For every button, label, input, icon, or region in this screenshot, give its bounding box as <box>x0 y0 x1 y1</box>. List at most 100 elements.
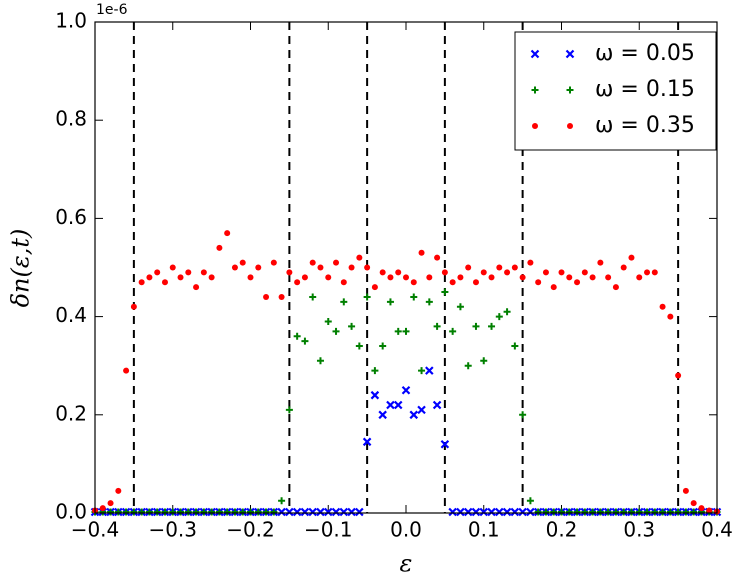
point <box>99 505 106 512</box>
point <box>386 298 394 306</box>
point <box>215 508 223 516</box>
point <box>487 507 496 517</box>
point <box>566 274 573 281</box>
point <box>402 327 410 335</box>
point <box>386 400 395 410</box>
point <box>224 230 231 237</box>
point <box>145 508 153 516</box>
point <box>146 274 153 281</box>
legend-marker <box>530 49 540 59</box>
point <box>200 269 207 276</box>
point <box>317 264 324 271</box>
point <box>440 439 450 449</box>
legend: ω = 0.05 ω = 0.15 ω = 0.35 <box>514 31 717 151</box>
point <box>177 274 184 281</box>
point <box>130 303 137 310</box>
point <box>472 279 479 286</box>
point <box>534 508 542 516</box>
x-tick-label: 0.2 <box>546 518 578 542</box>
point <box>409 410 419 420</box>
point <box>526 497 534 505</box>
point <box>169 264 176 271</box>
point <box>285 406 293 414</box>
point <box>612 284 619 291</box>
point <box>425 366 434 375</box>
point <box>323 507 333 517</box>
point <box>378 410 387 420</box>
point <box>417 405 426 415</box>
point <box>558 508 565 516</box>
point <box>471 507 481 517</box>
point <box>620 508 628 516</box>
point <box>169 508 177 516</box>
point <box>426 274 433 281</box>
point <box>643 508 651 516</box>
point <box>550 284 557 291</box>
point <box>185 269 192 276</box>
point <box>667 313 674 320</box>
point <box>324 318 332 326</box>
point <box>659 508 667 516</box>
point <box>300 507 310 517</box>
x-axis-label: ε <box>400 550 413 575</box>
point <box>123 367 130 374</box>
point <box>401 385 411 395</box>
point <box>441 269 448 276</box>
point <box>502 507 512 517</box>
y-tick-label: 0.2 <box>55 401 87 425</box>
point <box>596 508 604 516</box>
point <box>651 508 659 516</box>
legend-marker <box>567 123 573 129</box>
point <box>114 508 122 516</box>
point <box>355 342 363 350</box>
point <box>115 487 122 494</box>
point <box>348 322 356 330</box>
point <box>574 279 581 286</box>
x-tick-label: 0.1 <box>468 518 500 542</box>
point <box>605 274 612 281</box>
point <box>636 274 643 281</box>
x-tick-label: −0.4 <box>71 518 120 542</box>
point <box>558 269 565 276</box>
point <box>292 507 302 517</box>
point <box>449 279 456 286</box>
point <box>456 303 464 311</box>
point <box>495 507 504 517</box>
x-tick-label: −0.1 <box>304 518 353 542</box>
point <box>511 264 518 271</box>
series <box>91 288 721 516</box>
point <box>441 288 449 296</box>
point <box>479 507 489 517</box>
point <box>597 259 604 266</box>
point <box>370 390 380 400</box>
point <box>138 279 145 286</box>
point <box>138 508 146 516</box>
point <box>301 274 308 281</box>
point <box>340 279 347 286</box>
point <box>161 279 168 286</box>
series <box>92 230 720 515</box>
point <box>434 254 441 261</box>
point <box>706 507 713 514</box>
point <box>309 293 317 301</box>
point <box>589 508 597 516</box>
point <box>448 507 457 517</box>
point <box>690 500 697 507</box>
point <box>581 269 588 276</box>
legend-label: ω = 0.15 <box>595 77 695 102</box>
point <box>301 337 309 345</box>
point <box>333 259 340 266</box>
point <box>340 298 348 306</box>
point <box>278 293 285 300</box>
point <box>239 259 246 266</box>
point <box>347 507 356 517</box>
point <box>659 303 666 310</box>
offset-label: 1e-6 <box>96 2 128 18</box>
point <box>200 508 208 516</box>
point <box>675 372 682 379</box>
point <box>674 508 682 516</box>
point <box>270 259 277 266</box>
point <box>286 269 293 276</box>
point <box>464 362 472 370</box>
